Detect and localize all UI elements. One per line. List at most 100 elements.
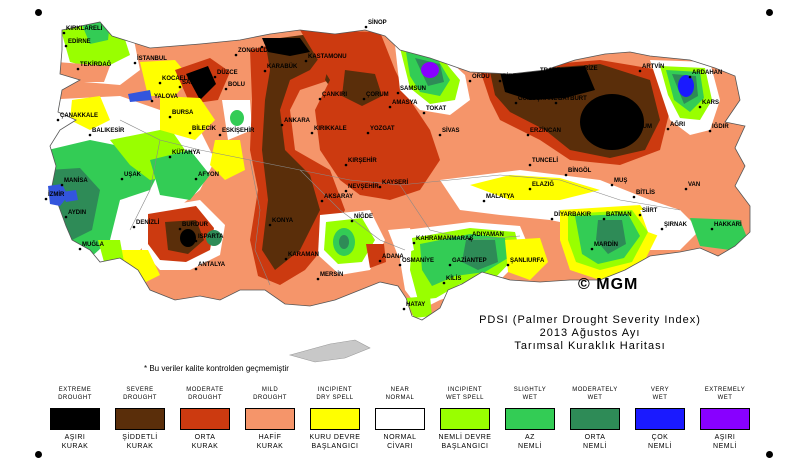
legend-english-line: WET <box>522 395 538 401</box>
legend-english-label: SEVERE DROUGHT <box>109 386 171 404</box>
city-dot <box>506 263 510 267</box>
city-dot <box>688 75 692 79</box>
city-label: GÜMÜŞHANE <box>518 95 557 102</box>
city-label: YOZGAT <box>370 126 395 132</box>
legend-english-line: SEVERE <box>126 387 154 393</box>
legend-english-line: MODERATELY <box>572 387 618 393</box>
city-label: HATAY <box>406 302 425 308</box>
legend-english-line: NORMAL <box>385 395 415 401</box>
city-label: VAN <box>688 182 700 188</box>
city-dot <box>684 187 688 191</box>
very-wet-spot <box>678 75 694 97</box>
legend-swatch <box>375 408 425 430</box>
city-dot <box>194 177 198 181</box>
extreme-drought-region <box>580 94 644 150</box>
extreme-drought-region <box>186 66 216 100</box>
extreme-drought-spot <box>180 229 196 247</box>
legend-turkish-line: KURAK <box>126 443 154 450</box>
city-label: KARAMAN <box>288 252 319 258</box>
city-dot <box>602 217 606 221</box>
slightly-wet-region <box>690 218 748 250</box>
city-label: KÜTAHYA <box>172 149 201 156</box>
city-dot <box>448 263 452 267</box>
legend-english-line: SLIGHTLY <box>513 387 547 393</box>
city-label: ERZURUM <box>622 124 652 130</box>
city-dot <box>482 199 486 203</box>
moderately-wet-region <box>596 220 626 254</box>
extreme-drought-region <box>262 38 310 56</box>
city-label: BİNGÖL <box>568 167 592 174</box>
incipient-dry-region <box>70 96 110 130</box>
city-dot <box>526 133 530 137</box>
legend-turkish-line: KURAK <box>191 443 219 450</box>
city-label: BAYBURT <box>558 96 587 102</box>
city-dot <box>564 173 568 177</box>
city-dot <box>218 133 222 137</box>
legend-english-label: EXTREME DROUGHT <box>44 386 106 404</box>
city-dot <box>168 155 172 159</box>
title-line-1: PDSI (Palmer Drought Severity Index) <box>479 314 701 326</box>
city-dot <box>536 73 540 77</box>
city-dot <box>528 187 532 191</box>
city-label: MANİSA <box>64 177 88 184</box>
city-dot <box>120 177 124 181</box>
city-label: ARDAHAN <box>692 70 722 76</box>
legend-swatch <box>180 408 230 430</box>
city-label: KONYA <box>272 218 294 224</box>
moderate-drought-region <box>366 244 386 268</box>
slightly-wet-region <box>150 150 210 200</box>
legend-turkish-label: ŞİDDETLİ KURAK <box>109 433 171 451</box>
severe-drought-region <box>342 70 382 106</box>
legend-turkish-line: AŞIRI <box>64 434 86 441</box>
city-label: ZONGULDAK <box>238 48 277 54</box>
city-label: MALATYA <box>486 194 515 200</box>
moderately-wet-spot <box>339 235 349 249</box>
province-boundaries <box>119 119 681 286</box>
city-label: AYDIN <box>68 210 86 216</box>
city-dot <box>632 195 636 199</box>
city-label: UŞAK <box>124 172 142 178</box>
city-label: YALOVA <box>154 94 179 100</box>
city-dot <box>638 213 642 217</box>
city-label: ELAZIĞ <box>532 180 554 188</box>
cyprus-island <box>288 339 371 363</box>
city-dot <box>514 101 518 105</box>
city-label: MERSİN <box>320 271 343 278</box>
lake <box>48 184 68 206</box>
legend-english-label: VERY WET <box>629 386 691 404</box>
city-dot <box>60 183 64 187</box>
legend-swatch <box>440 408 490 430</box>
legend-english-label: SLIGHTLY WET <box>499 386 561 404</box>
turkey-land <box>50 22 750 318</box>
legend-english-line: DROUGHT <box>188 395 222 401</box>
city-dot <box>178 227 182 231</box>
city-label: TEKİRDAĞ <box>80 60 112 68</box>
city-label: MARDİN <box>594 241 618 248</box>
legend-item: INCIPIENT WET SPELL NEMLİ DEVRE BAŞLANGICI <box>434 386 496 451</box>
legend-swatch <box>505 408 555 430</box>
city-dot <box>280 123 284 127</box>
city-label: BURDUR <box>182 222 209 228</box>
city-label: ÇANKIRI <box>322 92 347 98</box>
city-label: KARABÜK <box>267 63 298 70</box>
corner-dot <box>35 451 42 458</box>
city-label: OSMANİYE <box>402 257 434 264</box>
city-dot <box>550 217 554 221</box>
city-label: ANKARA <box>284 118 311 124</box>
city-dot <box>76 67 80 71</box>
map-title: PDSI (Palmer Drought Severity Index) 201… <box>430 314 750 353</box>
city-dot <box>234 53 238 57</box>
legend-item: NEAR NORMAL NORMAL CİVARI <box>369 386 431 451</box>
legend-turkish-line: KURAK <box>61 443 89 450</box>
legend-turkish-line: ORTA <box>584 434 606 441</box>
city-dot <box>56 118 60 122</box>
legend-turkish-label: KURU DEVRE BAŞLANGICI <box>304 433 366 451</box>
city-label: ÇANAKKALE <box>60 113 98 119</box>
city-dot <box>350 219 354 223</box>
city-dot <box>638 69 642 73</box>
legend-item: VERY WET ÇOK NEMLİ <box>629 386 691 451</box>
legend-turkish-line: AZ <box>525 434 535 441</box>
incipient-dry-region <box>470 175 600 200</box>
city-dot <box>366 131 370 135</box>
city-label: GİRESUN <box>502 73 529 80</box>
